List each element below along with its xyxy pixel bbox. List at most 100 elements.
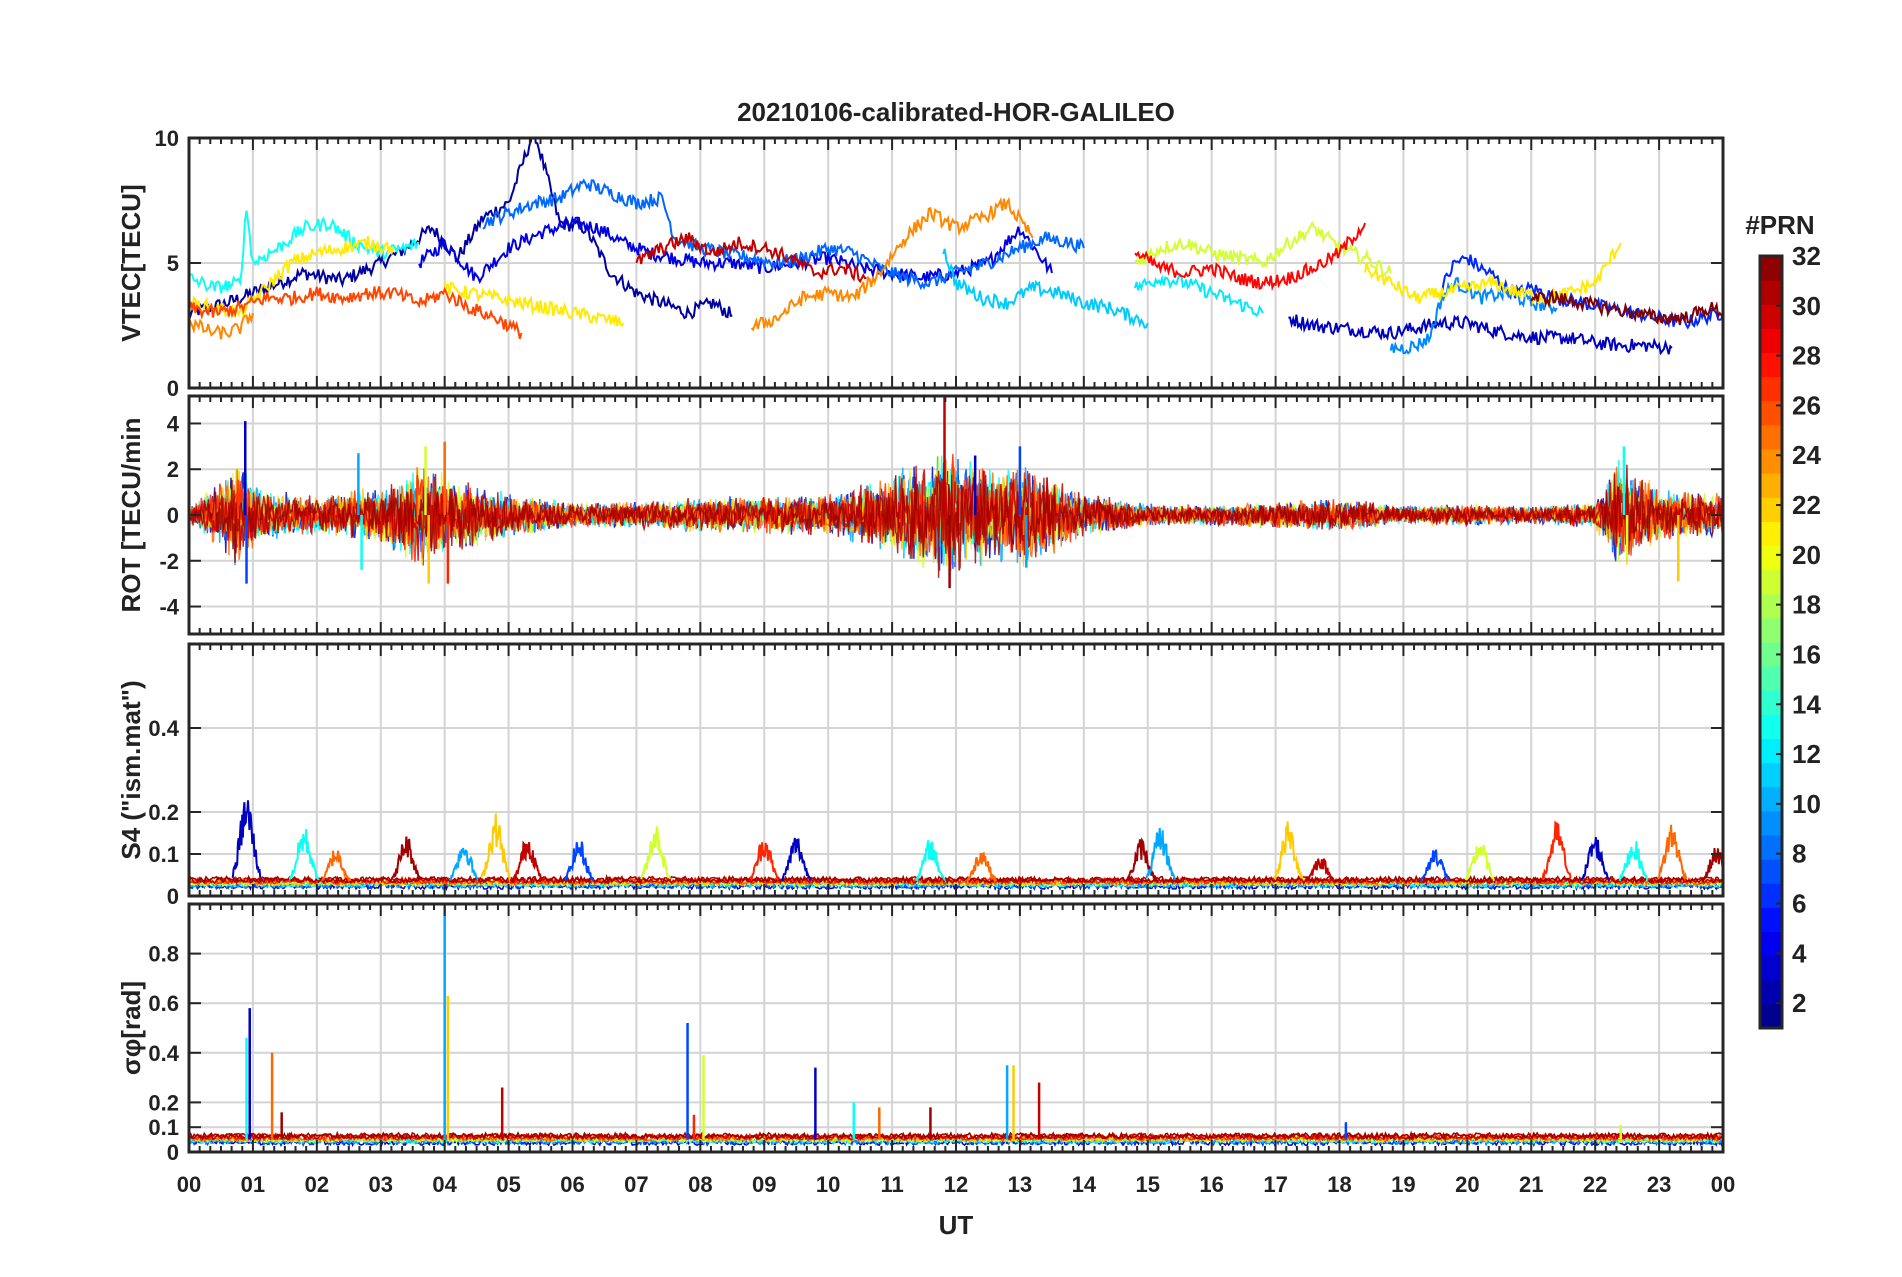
panel-s4: 0 0.1 0.2 0.4S4 ("ism.mat") <box>116 642 1725 909</box>
colorbar-tick-label: 4 <box>1792 938 1807 968</box>
vtec-series-prn-19 <box>1134 220 1392 277</box>
y-axis-label: S4 ("ism.mat") <box>116 680 146 859</box>
s4-burst <box>1420 849 1450 882</box>
x-tick-label: 03 <box>369 1172 393 1197</box>
vtec-series-prn-21 <box>443 281 625 328</box>
panel-data <box>189 138 1723 356</box>
s4-burst <box>1580 836 1610 882</box>
vtec-series-prn-24 <box>189 311 254 340</box>
vtec-series-prn-3 <box>1288 314 1673 356</box>
s4-burst <box>390 836 422 881</box>
x-axis-label: UT <box>939 1210 974 1240</box>
y-tick-label: 0.4 <box>148 716 179 741</box>
colorbar-segment <box>1760 859 1782 884</box>
y-tick-label: 5 <box>167 251 179 276</box>
s4-burst <box>231 800 262 879</box>
s4-burst <box>966 851 997 884</box>
vtec-series-prn-30 <box>635 231 867 284</box>
colorbar-segment <box>1760 376 1782 402</box>
x-tick-label: 22 <box>1583 1172 1607 1197</box>
colorbar-segment <box>1760 545 1782 571</box>
panel-vtec: 0 5 10 VTEC[TECU] <box>116 126 1725 401</box>
colorbar-segment <box>1760 304 1782 329</box>
s4-burst <box>512 840 543 881</box>
x-tick-label: 02 <box>305 1172 329 1197</box>
s4-burst <box>1701 848 1723 883</box>
x-tick-label: 07 <box>624 1172 648 1197</box>
y-tick-label: 0.1 <box>148 1115 179 1140</box>
x-tick-label: 14 <box>1072 1172 1097 1197</box>
colorbar-frame <box>1758 254 1784 1030</box>
s4-burst <box>1305 858 1336 883</box>
panel-rot: -4 -2 0 2 4 ROT [TECU/min <box>116 394 1725 636</box>
s4-burst <box>480 813 512 883</box>
y-tick-label: 0.2 <box>148 800 179 825</box>
s4-burst <box>1618 841 1649 882</box>
vtec-series-prn-26 <box>189 285 523 339</box>
colorbar-segment <box>1760 955 1782 981</box>
vtec-series-prn-21 <box>1364 242 1622 306</box>
vtec-series-prn-28 <box>1134 222 1367 291</box>
y-tick-label: 0.2 <box>148 1090 179 1115</box>
panel-sigma_phi: 00.10.2 0.4 0.6 0.8σφ[rad] <box>116 902 1725 1165</box>
x-tick-label: 23 <box>1647 1172 1671 1197</box>
y-tick-label: 4 <box>167 411 180 436</box>
x-tick-label: 16 <box>1199 1172 1223 1197</box>
y-tick-label: 0 <box>167 376 179 401</box>
colorbar-segment <box>1760 786 1782 812</box>
colorbar-segment <box>1760 449 1782 474</box>
s4-burst <box>640 826 671 880</box>
x-tick-label: 08 <box>688 1172 712 1197</box>
colorbar-tick-label: 18 <box>1792 590 1821 620</box>
colorbar-tick-label: 20 <box>1792 540 1821 570</box>
panel-data <box>189 396 1723 589</box>
y-tick-label: -2 <box>159 549 179 574</box>
s4-burst <box>448 847 479 881</box>
colorbar-segment <box>1760 617 1782 643</box>
colorbar-segment <box>1760 521 1782 546</box>
vtec-series-prn-4 <box>418 215 1053 285</box>
y-tick-label: 2 <box>167 457 179 482</box>
colorbar-segment <box>1760 1003 1782 1029</box>
x-tick-label: 00 <box>1711 1172 1735 1197</box>
colorbar-segment <box>1760 931 1782 957</box>
colorbar-tick-label: 24 <box>1792 440 1821 470</box>
y-axis-label: VTEC[TECU] <box>116 184 146 341</box>
s4-burst <box>321 850 352 883</box>
y-tick-label: 10 <box>155 126 179 151</box>
colorbar-segment <box>1760 352 1782 378</box>
s4-burst <box>1541 820 1572 881</box>
y-tick-label: 0.6 <box>148 991 179 1016</box>
x-tick-label: 17 <box>1263 1172 1287 1197</box>
s4-burst <box>1145 827 1176 881</box>
x-tick-label: 10 <box>816 1172 840 1197</box>
y-tick-label: 0.4 <box>148 1041 179 1066</box>
colorbar-tick-label: 26 <box>1792 390 1821 420</box>
s4-burst <box>781 837 812 882</box>
vtec-series-prn-32 <box>1530 288 1723 325</box>
x-tick-label: 13 <box>1008 1172 1032 1197</box>
y-axis-label: ROT [TECU/min <box>116 418 146 613</box>
s4-burst <box>288 829 320 881</box>
vtec-series-prn-11 <box>942 248 1149 329</box>
vtec-series-prn-24 <box>750 196 1034 332</box>
s4-burst <box>1657 824 1688 881</box>
y-tick-label: 0 <box>167 503 179 528</box>
colorbar-tick-label: 8 <box>1792 839 1806 869</box>
colorbar-segment <box>1760 256 1782 281</box>
colorbar-segment <box>1760 400 1782 426</box>
x-tick-label: 19 <box>1391 1172 1415 1197</box>
s4-burst <box>563 841 595 882</box>
s4-burst <box>749 842 780 882</box>
y-tick-label: 0 <box>167 1140 179 1165</box>
rot-series-prn-30 <box>189 465 1723 561</box>
colorbar-segment <box>1760 497 1782 522</box>
s4-burst <box>1464 844 1495 882</box>
x-tick-label: 11 <box>880 1172 903 1197</box>
colorbar-segment <box>1760 642 1782 667</box>
colorbar-tick-label: 22 <box>1792 490 1821 520</box>
colorbar-segment <box>1760 762 1782 788</box>
colorbar-tick-label: 32 <box>1792 241 1821 271</box>
